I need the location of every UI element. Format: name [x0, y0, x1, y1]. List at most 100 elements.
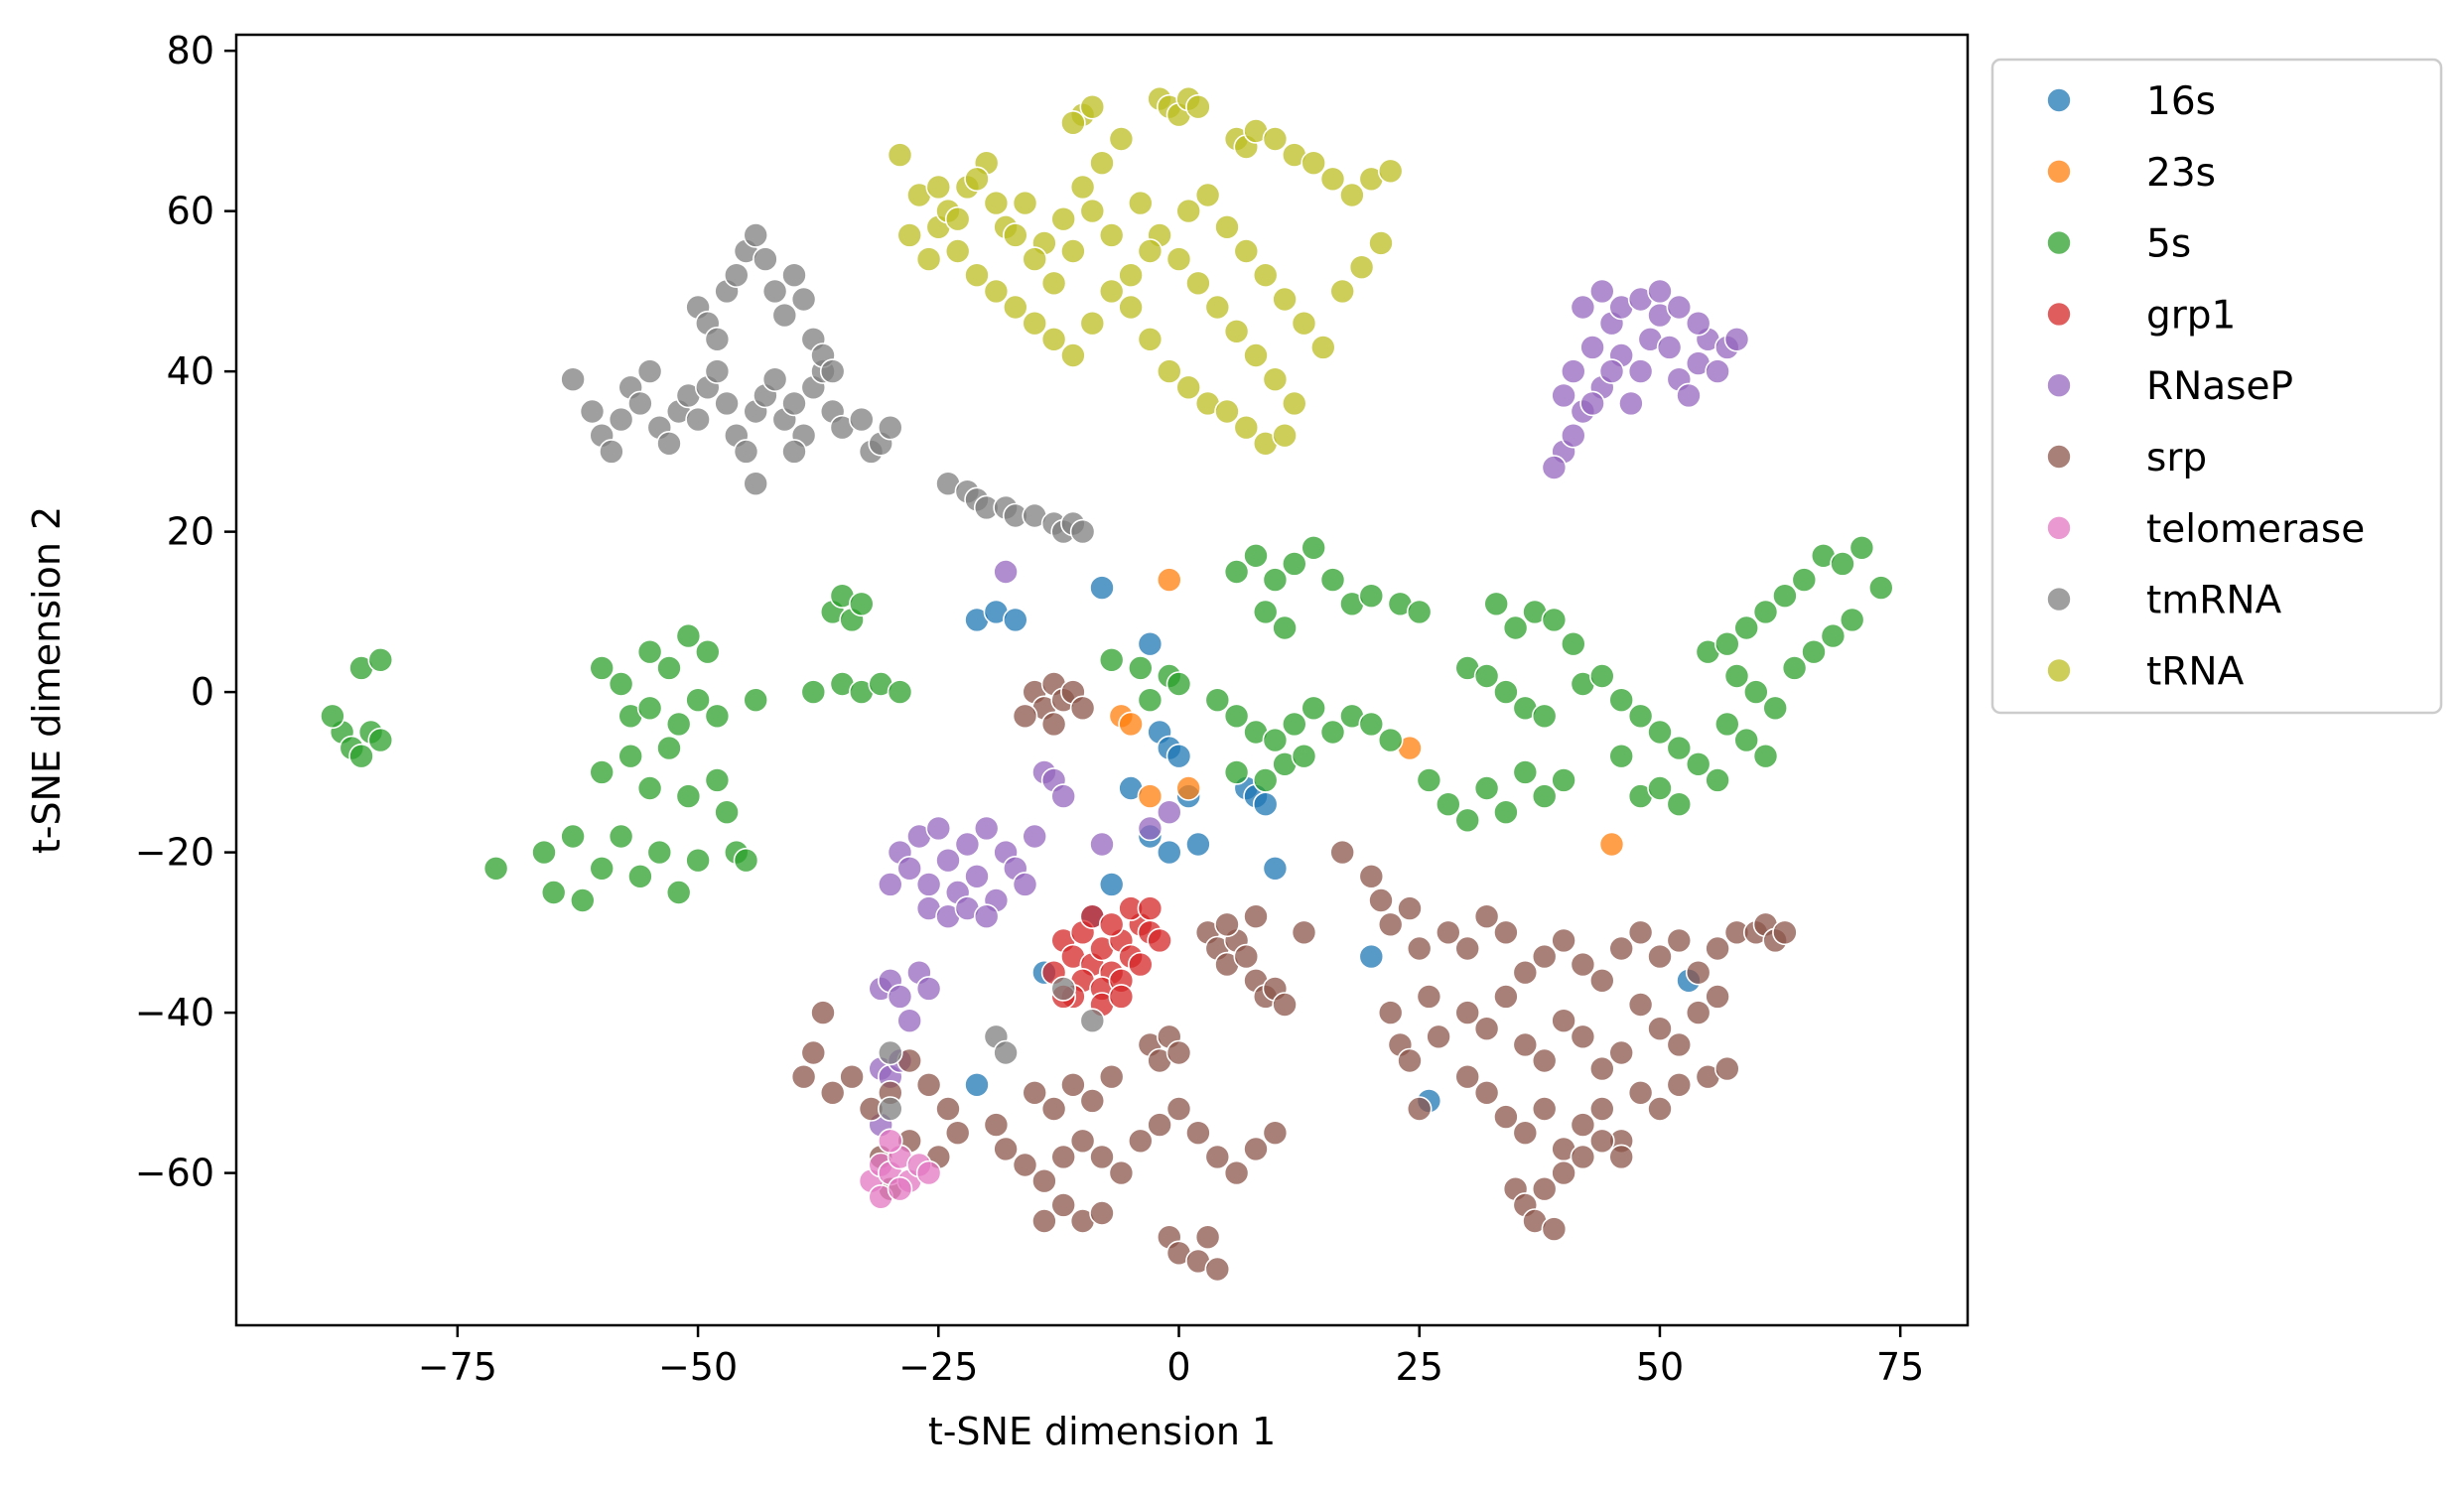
- point-tRNA-20: [1118, 294, 1144, 321]
- point-srp-74: [1406, 935, 1433, 962]
- point-RNaseP-55: [1676, 382, 1702, 409]
- y-axis-ticks: 80 60 40 20 0 −20 −40 −60: [135, 29, 236, 1195]
- point-RNaseP-14: [1022, 823, 1047, 850]
- point-srp-35: [1204, 1144, 1231, 1170]
- point-grp1-13: [1128, 951, 1154, 978]
- point-5s-72: [1319, 719, 1346, 746]
- point-5s-88: [1483, 591, 1509, 617]
- point-tRNA-1: [1079, 93, 1106, 120]
- point-tRNA-37: [1050, 205, 1076, 232]
- point-srp-32: [1147, 1112, 1172, 1138]
- point-srp-101: [1531, 1047, 1558, 1074]
- point-srp-117: [1570, 1112, 1596, 1138]
- point-5s-87: [1551, 767, 1576, 793]
- legend-marker-grp1: [2046, 301, 2072, 328]
- point-srp-77: [1397, 1047, 1423, 1074]
- y-tick-label: 60: [167, 190, 214, 233]
- point-5s-57: [1282, 551, 1307, 577]
- point-RNaseP-41: [1551, 382, 1576, 409]
- point-5s-95: [1493, 679, 1519, 705]
- point-srp-108: [1666, 1031, 1693, 1058]
- point-tRNA-35: [1012, 190, 1038, 216]
- point-5s-84: [1493, 799, 1519, 826]
- point-tmRNA-60: [1050, 976, 1076, 1002]
- point-5s-70: [1282, 711, 1307, 738]
- y-axis-label: t-SNE dimension 2: [25, 506, 68, 854]
- point-srp-39: [1022, 1080, 1047, 1106]
- point-tRNA-60: [1214, 214, 1240, 240]
- point-tRNA-2: [1060, 110, 1086, 136]
- point-srp-114: [1512, 1120, 1539, 1146]
- point-RNaseP-60: [1723, 326, 1750, 352]
- legend-marker-16s: [2046, 87, 2072, 113]
- point-RNaseP-58: [1705, 358, 1730, 384]
- point-tRNA-62: [1252, 262, 1279, 289]
- point-tRNA-29: [896, 222, 923, 248]
- point-RNaseP-30: [896, 1008, 923, 1033]
- point-RNaseP-53: [1656, 335, 1683, 360]
- legend-label-grp1: grp1: [2146, 293, 2236, 338]
- point-srp-94: [1685, 959, 1711, 986]
- point-tRNA-59: [1377, 158, 1404, 185]
- point-5s-120: [1723, 663, 1750, 689]
- point-srp-26: [1031, 1167, 1057, 1194]
- point-5s-101: [1627, 703, 1654, 730]
- point-srp-86: [1531, 943, 1558, 970]
- point-tmRNA-15: [714, 390, 740, 417]
- point-5s-86: [1531, 783, 1558, 809]
- point-5s-106: [1608, 743, 1634, 769]
- point-5s-114: [1772, 583, 1798, 610]
- point-5s-5: [348, 743, 374, 769]
- point-srp-99: [1493, 984, 1519, 1010]
- point-5s-20: [617, 743, 644, 769]
- point-RNaseP-13: [1012, 872, 1038, 897]
- legend-label-srp: srp: [2146, 436, 2207, 480]
- point-srp-29: [1089, 1144, 1115, 1170]
- point-srp-12: [839, 1063, 865, 1090]
- point-5s-119: [1868, 575, 1894, 601]
- legend-label-telomerase: telomerase: [2146, 507, 2365, 552]
- point-16s-0: [1089, 575, 1115, 601]
- point-srp-42: [1079, 1088, 1106, 1114]
- point-srp-16: [915, 1072, 942, 1098]
- point-RNaseP-50: [1627, 358, 1654, 384]
- point-srp-70: [1358, 863, 1385, 889]
- y-tick-label: 80: [167, 29, 214, 72]
- point-telomerase-8: [915, 1160, 942, 1186]
- point-tRNA-66: [1329, 278, 1355, 305]
- point-srp-120: [1627, 1080, 1654, 1106]
- point-srp-7: [1069, 695, 1096, 722]
- point-tRNA-76: [1040, 270, 1067, 297]
- point-srp-17: [935, 1096, 961, 1122]
- point-srp-81: [1436, 919, 1461, 946]
- point-tRNA-22: [1157, 358, 1182, 384]
- point-23s-2: [1118, 711, 1144, 738]
- point-tmRNA-38: [781, 262, 807, 289]
- point-srp-8: [810, 1000, 836, 1025]
- point-5s-8: [482, 855, 509, 882]
- point-5s-100: [1608, 687, 1634, 714]
- point-tRNA-15: [1022, 310, 1047, 337]
- point-5s-77: [1252, 767, 1279, 793]
- point-srp-78: [1416, 984, 1442, 1010]
- point-tRNA-73: [1098, 222, 1125, 248]
- y-tick-label: 40: [167, 349, 214, 393]
- point-RNaseP-65: [1598, 358, 1625, 384]
- point-tRNA-55: [1300, 150, 1326, 176]
- point-RNaseP-5: [935, 847, 961, 874]
- point-16s-11: [1157, 839, 1182, 866]
- point-srp-90: [1608, 935, 1634, 962]
- point-tRNA-80: [964, 166, 990, 193]
- point-tRNA-38: [1069, 174, 1096, 201]
- point-tmRNA-46: [877, 414, 903, 441]
- point-tRNA-64: [1291, 310, 1317, 337]
- legend-marker-tmRNA: [2046, 586, 2072, 613]
- point-srp-111: [1454, 1063, 1480, 1090]
- legend-label-23s: 23s: [2146, 151, 2216, 196]
- point-5s-67: [1223, 703, 1250, 730]
- point-5s-37: [685, 687, 711, 714]
- point-tmRNA-48: [781, 439, 807, 465]
- point-5s-83: [1473, 775, 1500, 801]
- point-5s-9: [531, 839, 557, 866]
- point-tmRNA-63: [993, 1039, 1019, 1066]
